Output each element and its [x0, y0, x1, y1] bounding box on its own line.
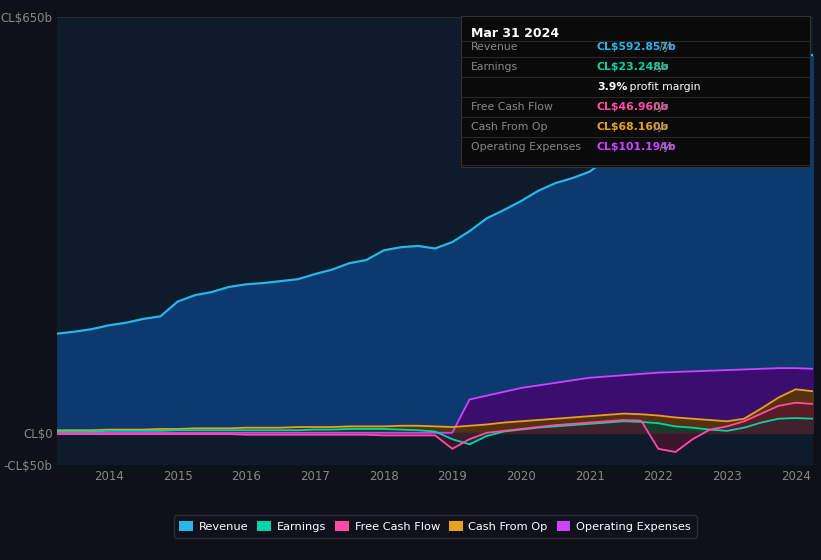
Text: Mar 31 2024: Mar 31 2024 — [471, 27, 559, 40]
Text: Revenue: Revenue — [471, 42, 519, 52]
Text: CL$23.248b: CL$23.248b — [597, 62, 669, 72]
Text: Operating Expenses: Operating Expenses — [471, 142, 581, 152]
Text: /yr: /yr — [656, 142, 673, 152]
Legend: Revenue, Earnings, Free Cash Flow, Cash From Op, Operating Expenses: Revenue, Earnings, Free Cash Flow, Cash … — [173, 515, 697, 538]
Text: /yr: /yr — [650, 62, 668, 72]
Text: /yr: /yr — [650, 122, 668, 132]
Text: Cash From Op: Cash From Op — [471, 122, 548, 132]
Text: CL$592.857b: CL$592.857b — [597, 42, 677, 52]
Text: 3.9%: 3.9% — [597, 82, 627, 92]
Text: /yr: /yr — [650, 102, 668, 112]
Text: profit margin: profit margin — [626, 82, 700, 92]
Text: CL$46.960b: CL$46.960b — [597, 102, 669, 112]
Text: /yr: /yr — [656, 42, 673, 52]
Text: CL$101.194b: CL$101.194b — [597, 142, 677, 152]
Text: Free Cash Flow: Free Cash Flow — [471, 102, 553, 112]
Text: Earnings: Earnings — [471, 62, 518, 72]
Text: CL$68.160b: CL$68.160b — [597, 122, 669, 132]
